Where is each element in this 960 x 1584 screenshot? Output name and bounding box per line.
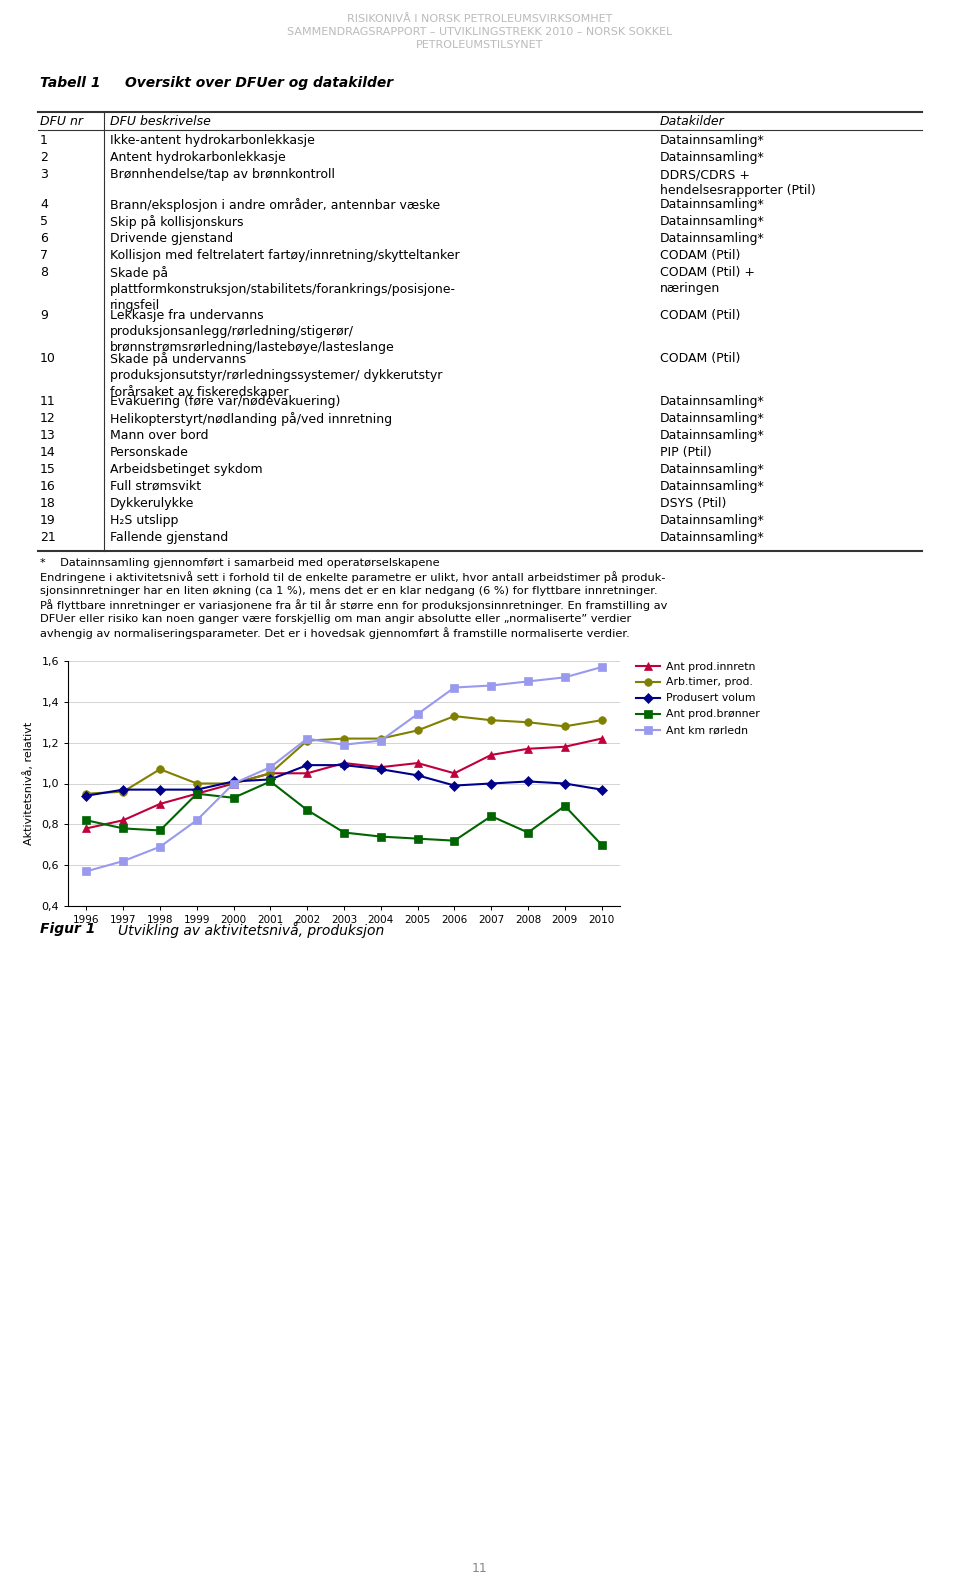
- Text: 18: 18: [40, 497, 56, 510]
- Text: Kollisjon med feltrelatert fartøy/innretning/skytteltanker: Kollisjon med feltrelatert fartøy/innret…: [110, 249, 460, 261]
- Text: 7: 7: [40, 249, 48, 261]
- Text: 19: 19: [40, 513, 56, 527]
- Text: 9: 9: [40, 309, 48, 322]
- Text: 11: 11: [472, 1562, 488, 1574]
- Text: CODAM (Ptil): CODAM (Ptil): [660, 352, 740, 364]
- Text: 13: 13: [40, 429, 56, 442]
- Text: Datainnsamling*: Datainnsamling*: [660, 231, 765, 246]
- Text: Utvikling av aktivitetsnivå, produksjon: Utvikling av aktivitetsnivå, produksjon: [118, 922, 384, 938]
- Text: 14: 14: [40, 447, 56, 459]
- Text: Ikke-antent hydrokarbonlekkasje: Ikke-antent hydrokarbonlekkasje: [110, 135, 315, 147]
- Text: Datainnsamling*: Datainnsamling*: [660, 412, 765, 425]
- Text: Lekkasje fra undervanns
produksjonsanlegg/rørledning/stigerør/
brønnstrømsrørled: Lekkasje fra undervanns produksjonsanleg…: [110, 309, 395, 353]
- Text: Skip på kollisjonskurs: Skip på kollisjonskurs: [110, 215, 244, 230]
- Text: Datainnsamling*: Datainnsamling*: [660, 198, 765, 211]
- Text: 1: 1: [40, 135, 48, 147]
- Text: *    Datainnsamling gjennomført i samarbeid med operatørselskapene: * Datainnsamling gjennomført i samarbeid…: [40, 558, 440, 569]
- Text: Datainnsamling*: Datainnsamling*: [660, 150, 765, 165]
- Text: 11: 11: [40, 394, 56, 409]
- Text: Brann/eksplosjon i andre områder, antennbar væske: Brann/eksplosjon i andre områder, antenn…: [110, 198, 440, 212]
- Text: 12: 12: [40, 412, 56, 425]
- Text: CODAM (Ptil): CODAM (Ptil): [660, 249, 740, 261]
- Y-axis label: Aktivitetsnivå, relativt: Aktivitetsnivå, relativt: [23, 722, 35, 846]
- Text: Tabell 1: Tabell 1: [40, 76, 101, 90]
- Text: 15: 15: [40, 463, 56, 477]
- Text: Antent hydrokarbonlekkasje: Antent hydrokarbonlekkasje: [110, 150, 286, 165]
- Text: CODAM (Ptil): CODAM (Ptil): [660, 309, 740, 322]
- Text: Datainnsamling*: Datainnsamling*: [660, 215, 765, 228]
- Text: 21: 21: [40, 531, 56, 543]
- Text: Datainnsamling*: Datainnsamling*: [660, 394, 765, 409]
- Text: 6: 6: [40, 231, 48, 246]
- Text: 2: 2: [40, 150, 48, 165]
- Text: 10: 10: [40, 352, 56, 364]
- Text: Oversikt over DFUer og datakilder: Oversikt over DFUer og datakilder: [125, 76, 394, 90]
- Text: Datainnsamling*: Datainnsamling*: [660, 531, 765, 543]
- Text: Datainnsamling*: Datainnsamling*: [660, 513, 765, 527]
- Text: 3: 3: [40, 168, 48, 181]
- Text: Datainnsamling*: Datainnsamling*: [660, 429, 765, 442]
- Text: Endringene i aktivitetsnivå sett i forhold til de enkelte parametre er ulikt, hv: Endringene i aktivitetsnivå sett i forho…: [40, 570, 667, 640]
- Text: PIP (Ptil): PIP (Ptil): [660, 447, 711, 459]
- Text: Datainnsamling*: Datainnsamling*: [660, 135, 765, 147]
- Text: Datakilder: Datakilder: [660, 116, 725, 128]
- Text: Skade på
plattformkonstruksjon/stabilitets/forankrings/posisjone-
ringsfeil: Skade på plattformkonstruksjon/stabilite…: [110, 266, 456, 312]
- Text: Figur 1: Figur 1: [40, 922, 95, 936]
- Text: Drivende gjenstand: Drivende gjenstand: [110, 231, 233, 246]
- Text: Arbeidsbetinget sykdom: Arbeidsbetinget sykdom: [110, 463, 263, 477]
- Text: 4: 4: [40, 198, 48, 211]
- Text: Skade på undervanns
produksjonsutstyr/rørledningssystemer/ dykkerutstyr
forårsak: Skade på undervanns produksjonsutstyr/rø…: [110, 352, 443, 399]
- Text: Mann over bord: Mann over bord: [110, 429, 208, 442]
- Text: SAMMENDRAGSRAPPORT – UTVIKLINGSTREKK 2010 – NORSK SOKKEL: SAMMENDRAGSRAPPORT – UTVIKLINGSTREKK 201…: [287, 27, 673, 36]
- Text: Dykkerulykke: Dykkerulykke: [110, 497, 194, 510]
- Text: Fallende gjenstand: Fallende gjenstand: [110, 531, 228, 543]
- Text: DDRS/CDRS +
hendelsesrapporter (Ptil): DDRS/CDRS + hendelsesrapporter (Ptil): [660, 168, 816, 196]
- Text: DSYS (Ptil): DSYS (Ptil): [660, 497, 727, 510]
- Text: Evakuering (føre var/nødevakuering): Evakuering (føre var/nødevakuering): [110, 394, 341, 409]
- Text: 8: 8: [40, 266, 48, 279]
- Text: 16: 16: [40, 480, 56, 493]
- Text: Datainnsamling*: Datainnsamling*: [660, 480, 765, 493]
- Text: RISIKONIVÅ I NORSK PETROLEUMSVIRKSOMHET: RISIKONIVÅ I NORSK PETROLEUMSVIRKSOMHET: [348, 14, 612, 24]
- Text: DFU nr: DFU nr: [40, 116, 83, 128]
- Legend: Ant prod.innretn, Arb.timer, prod., Produsert volum, Ant prod.brønner, Ant km rø: Ant prod.innretn, Arb.timer, prod., Prod…: [636, 662, 759, 735]
- Text: CODAM (Ptil) +
næringen: CODAM (Ptil) + næringen: [660, 266, 755, 295]
- Text: 5: 5: [40, 215, 48, 228]
- Text: DFU beskrivelse: DFU beskrivelse: [110, 116, 211, 128]
- Text: Personskade: Personskade: [110, 447, 189, 459]
- Text: Datainnsamling*: Datainnsamling*: [660, 463, 765, 477]
- Text: H₂S utslipp: H₂S utslipp: [110, 513, 179, 527]
- Text: Brønnhendelse/tap av brønnkontroll: Brønnhendelse/tap av brønnkontroll: [110, 168, 335, 181]
- Text: Full strømsvikt: Full strømsvikt: [110, 480, 202, 493]
- Text: PETROLEUMSTILSYNET: PETROLEUMSTILSYNET: [417, 40, 543, 51]
- Text: Helikopterstyrt/nødlanding på/ved innretning: Helikopterstyrt/nødlanding på/ved innret…: [110, 412, 392, 426]
